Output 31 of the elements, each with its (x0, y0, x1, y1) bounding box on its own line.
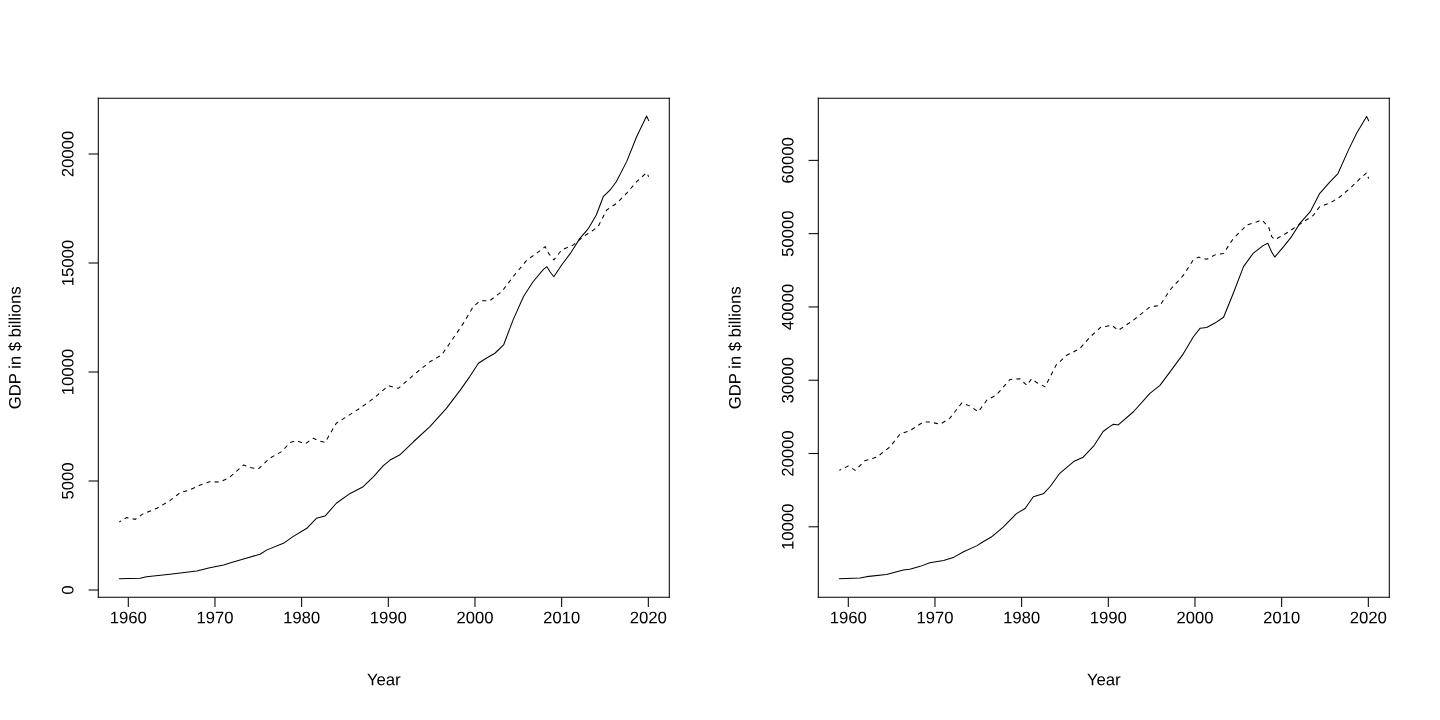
y-tick-label: 50000 (781, 211, 794, 257)
y-tick-label: 20000 (61, 131, 74, 177)
x-tick-label: 2010 (543, 611, 580, 624)
line-series (838, 115, 1370, 580)
x-tick-label: 1960 (111, 611, 147, 624)
x-tick-label: 1990 (371, 611, 407, 624)
x-tick-label: 2010 (1263, 611, 1300, 624)
x-tick-label: 2020 (630, 611, 667, 624)
y-tick-label: 60000 (781, 137, 794, 183)
x-axis-title: Year (367, 673, 401, 686)
y-tick-label: 30000 (781, 357, 794, 403)
line-series (118, 115, 650, 580)
x-tick-label: 2000 (1177, 611, 1213, 624)
x-tick-label: 1980 (1004, 611, 1040, 624)
y-tick-label: 40000 (781, 284, 794, 330)
y-axis-title: GDP in $ billions (8, 286, 22, 409)
y-tick-label: 0 (61, 586, 74, 594)
x-tick-label: 2020 (1350, 611, 1387, 624)
y-tick-label: 5000 (61, 463, 74, 499)
x-axis-title: Year (1087, 673, 1121, 686)
y-tick-label: 10000 (61, 349, 74, 394)
y-tick-label: 10000 (781, 504, 794, 549)
x-tick-label: 1990 (1091, 611, 1127, 624)
y-tick-label: 20000 (781, 430, 794, 476)
x-tick-label: 2000 (457, 611, 493, 624)
x-tick-label: 1980 (284, 611, 320, 624)
x-tick-label: 1970 (197, 611, 233, 624)
x-tick-label: 1960 (831, 611, 867, 624)
x-tick-label: 1970 (917, 611, 953, 624)
y-tick-label: 15000 (61, 240, 74, 285)
y-axis-title: GDP in $ billions (728, 286, 742, 409)
